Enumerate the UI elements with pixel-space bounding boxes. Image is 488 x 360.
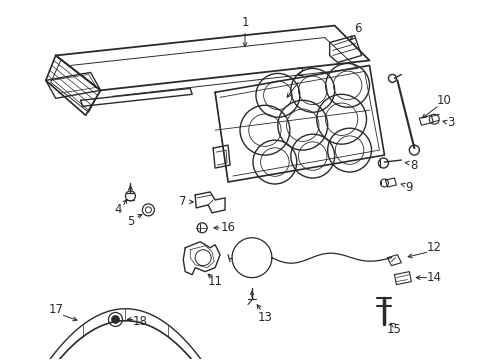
Text: 10: 10 [436, 94, 451, 107]
Text: 14: 14 [426, 271, 441, 284]
Text: 4: 4 [115, 203, 122, 216]
Text: 18: 18 [133, 315, 147, 328]
Text: 3: 3 [447, 116, 454, 129]
Text: 6: 6 [353, 22, 361, 35]
Text: 8: 8 [410, 158, 417, 172]
Text: 13: 13 [257, 311, 272, 324]
Circle shape [111, 315, 119, 323]
Text: 15: 15 [386, 323, 401, 336]
Text: 9: 9 [405, 181, 412, 194]
Text: 2: 2 [295, 66, 303, 79]
Text: 16: 16 [220, 221, 235, 234]
Text: 1: 1 [241, 16, 248, 29]
Text: 12: 12 [426, 241, 441, 254]
Text: 17: 17 [48, 303, 63, 316]
Text: 7: 7 [179, 195, 186, 208]
Text: 5: 5 [126, 215, 134, 228]
Text: 11: 11 [207, 275, 222, 288]
